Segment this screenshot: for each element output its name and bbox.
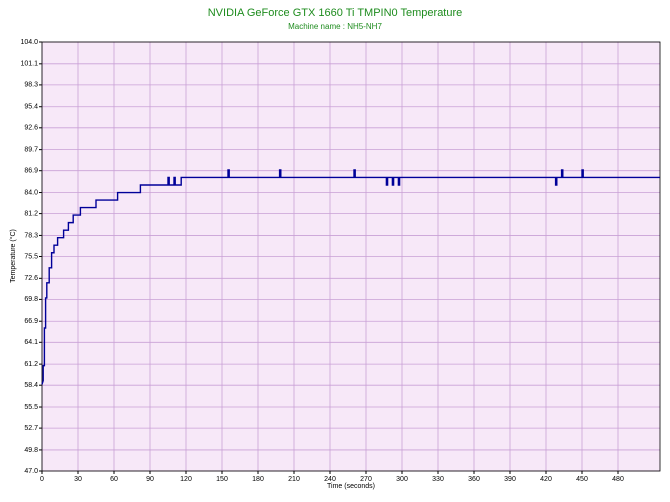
line (41, 169, 660, 385)
y-tick-label: 89.7 (24, 146, 38, 153)
y-tick-label: 61.2 (24, 361, 38, 368)
y-tick-label: 64.1 (24, 339, 38, 346)
chart-subtitle: Machine name : NH5-NH7 (288, 22, 382, 31)
y-tick-label: 72.6 (24, 275, 38, 282)
y-tick-label: 104.0 (20, 39, 38, 46)
x-tick-label: 0 (40, 476, 44, 483)
y-tick-label: 98.3 (24, 82, 38, 89)
y-tick-label: 81.2 (24, 210, 38, 217)
y-tick-label: 84.0 (24, 189, 38, 196)
x-tick-label: 90 (146, 476, 154, 483)
y-tick-label: 95.4 (24, 104, 38, 111)
x-tick-label: 60 (110, 476, 118, 483)
y-tick-label: 101.1 (20, 61, 38, 68)
x-tick-label: 330 (432, 476, 444, 483)
y-tick-label: 75.5 (24, 253, 38, 260)
x-tick-label: 30 (74, 476, 82, 483)
x-tick-label: 240 (324, 476, 336, 483)
x-axis-label: Time (seconds) (327, 483, 375, 490)
y-tick-label: 78.3 (24, 232, 38, 239)
y-tick-label: 69.8 (24, 296, 38, 303)
x-tick-label: 420 (540, 476, 552, 483)
x-tick-label: 450 (576, 476, 588, 483)
plot-border (41, 41, 661, 472)
y-tick-label: 92.6 (24, 125, 38, 132)
x-tick-label: 210 (288, 476, 300, 483)
y-axis-label: Temperature (°C) (9, 229, 17, 283)
y-tick-label: 86.9 (24, 168, 38, 175)
y-tick-label: 66.9 (24, 318, 38, 325)
x-tick-label: 480 (612, 476, 624, 483)
y-tick-label: 52.7 (24, 425, 38, 432)
chart-title: NVIDIA GeForce GTX 1660 Ti TMPIN0 Temper… (208, 7, 463, 19)
y-tick-label: 47.0 (24, 468, 38, 475)
y-tick-label: 55.5 (24, 404, 38, 411)
x-tick-label: 180 (252, 476, 264, 483)
x-tick-label: 150 (216, 476, 228, 483)
x-tick-label: 270 (360, 476, 372, 483)
y-tick-label: 49.8 (24, 447, 38, 454)
x-tick-label: 120 (180, 476, 192, 483)
x-tick-label: 360 (468, 476, 480, 483)
y-tick-label: 58.4 (24, 382, 38, 389)
x-tick-label: 300 (396, 476, 408, 483)
x-tick-label: 390 (504, 476, 516, 483)
